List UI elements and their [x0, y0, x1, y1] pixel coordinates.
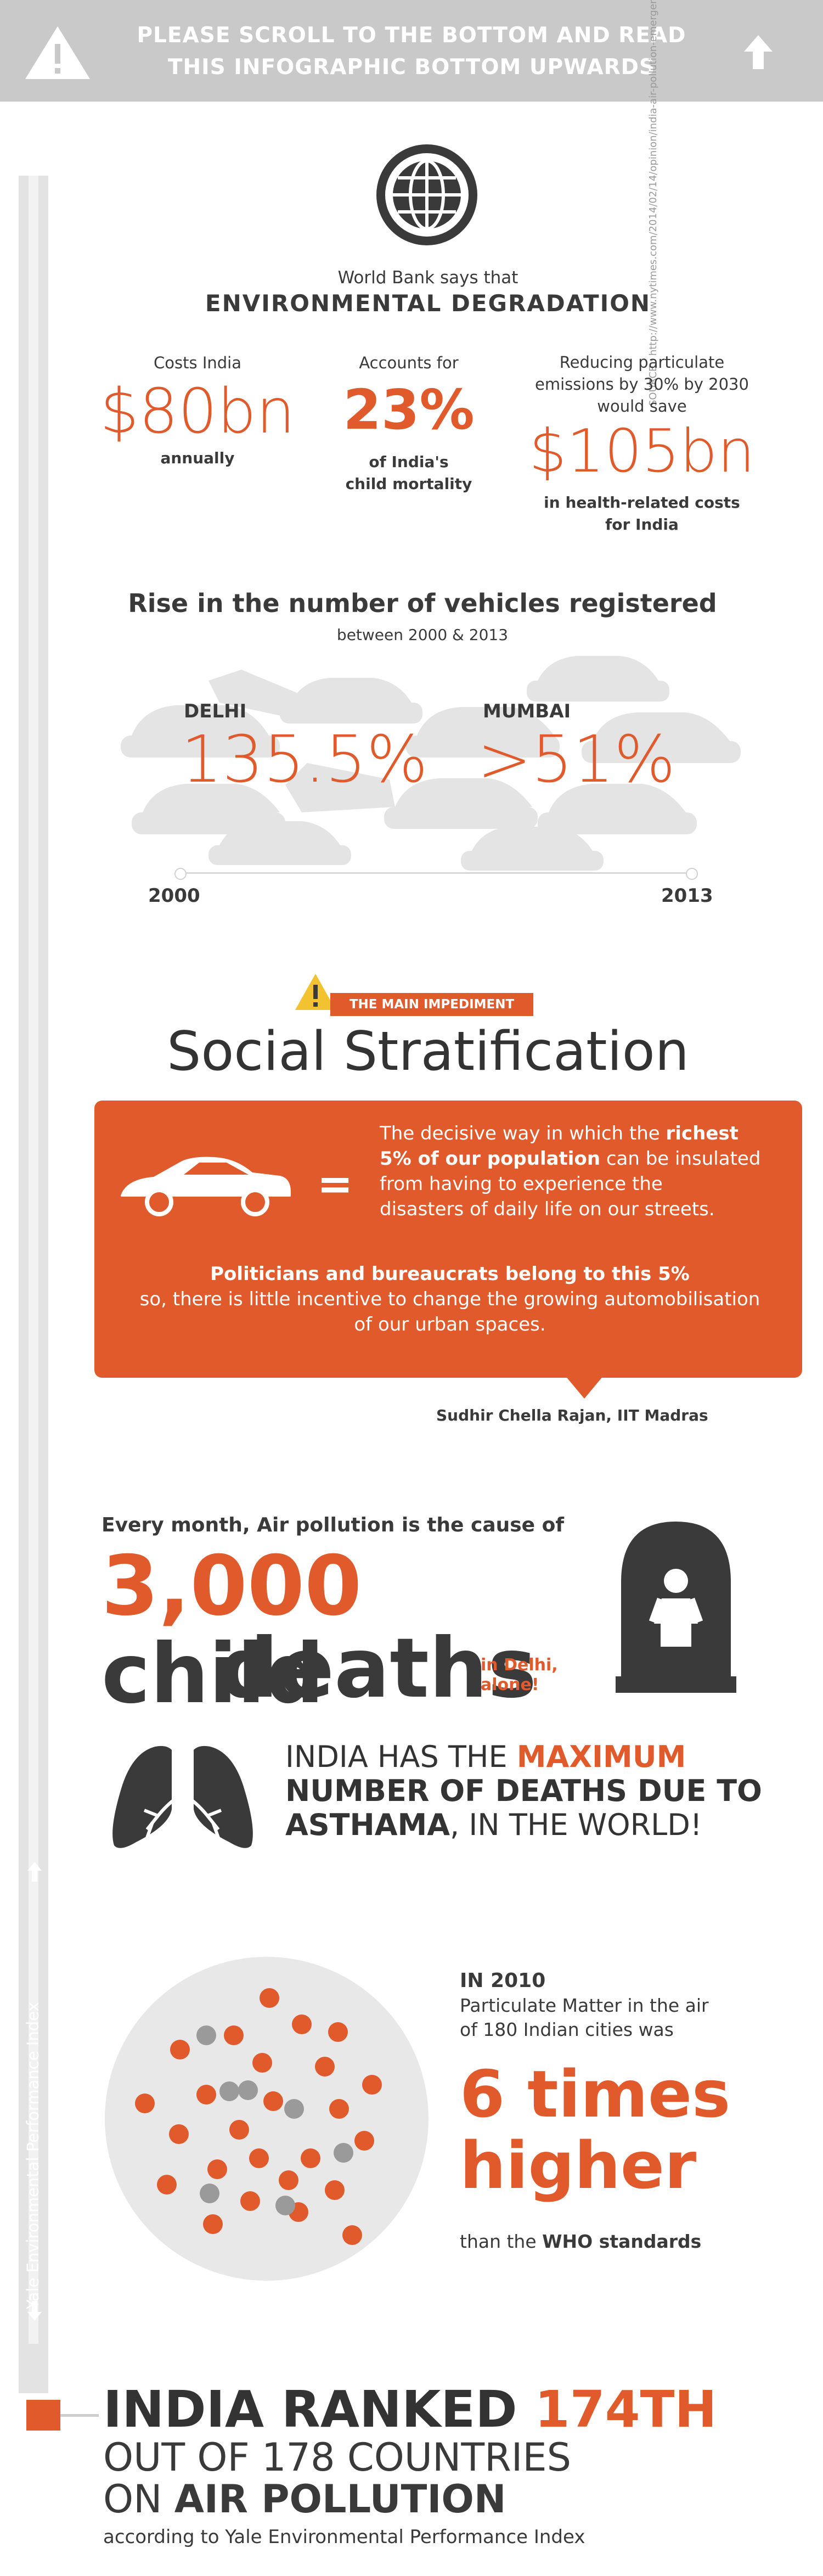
quote-attribution: Sudhir Chella Rajan, IIT Madras: [436, 1406, 708, 1424]
timeline-end-dot: [686, 868, 698, 880]
quote-pointer: [565, 1376, 604, 1399]
rail-marker-line: [60, 2414, 99, 2417]
particulate-circle: [105, 1957, 429, 2281]
stat3-label: Reducing particulate emissions by 30% by …: [535, 353, 749, 416]
stat2-value: 23%: [343, 378, 475, 442]
rail-marker: [26, 2400, 60, 2431]
lungs-icon: [112, 1739, 253, 1848]
worldbank-intro: World Bank says that: [337, 268, 518, 288]
stat3-value: $105bn: [529, 417, 755, 486]
rail-label: Yale Environmental Performance Index: [24, 2002, 42, 2309]
car-icon: [121, 1157, 291, 1216]
deaths-note: in Delhi, alone!: [481, 1655, 558, 1694]
stat2-label: Accounts for: [359, 353, 459, 372]
quote-text-2: Politicians and bureaucrats belong to th…: [139, 1263, 760, 1335]
year-start: 2000: [148, 885, 200, 907]
rank-line4: according to Yale Environmental Performa…: [103, 2526, 585, 2548]
timeline-line: [180, 872, 690, 874]
banner-text: PLEASE SCROLL TO THE BOTTOM AND READ THI…: [137, 23, 686, 80]
warning-small-icon: [295, 974, 336, 1010]
stat1-sub: annually: [160, 449, 235, 467]
worldbank-heading: ENVIRONMENTAL DEGRADATION: [205, 290, 651, 317]
rail-highlight: [29, 176, 38, 2344]
stat1-label: Costs India: [154, 353, 241, 372]
deaths-intro: Every month, Air pollution is the cause …: [102, 1514, 565, 1536]
stat1-value: $80bn: [100, 376, 295, 447]
quote-box: [94, 1101, 802, 1378]
asthma-text: INDIA HAS THE MAXIMUM NUMBER OF DEATHS D…: [285, 1739, 762, 1842]
arrow-up-icon[interactable]: [742, 33, 775, 71]
vehicles-sub: between 2000 & 2013: [336, 626, 509, 644]
city2-name: MUMBAI: [483, 700, 571, 722]
pm-desc: Particulate Matter in the air of 180 Indi…: [460, 1995, 709, 2040]
pm-tail: than the WHO standards: [460, 2231, 702, 2252]
car-cluster-illustration: [121, 656, 741, 871]
impediment-title: Social Stratification: [167, 1020, 689, 1083]
impediment-tag: THE MAIN IMPEDIMENT: [330, 993, 533, 1016]
deaths-line1: 3,000 child: [102, 1539, 362, 1722]
rank-line3: ON AIR POLLUTION: [103, 2477, 506, 2522]
year-end: 2013: [661, 885, 713, 907]
rank-line2: OUT OF 178 COUNTRIES: [103, 2435, 572, 2480]
equals-sign: =: [317, 1160, 353, 1209]
pm-year: IN 2010: [460, 1969, 546, 1992]
city1-name: DELHI: [184, 700, 247, 722]
rail-arrow-down-icon: [27, 2301, 42, 2321]
rank-line1: INDIA RANKED 174TH: [103, 2380, 717, 2439]
stat2-sub: of India's child mortality: [345, 453, 472, 493]
vehicles-heading: Rise in the number of vehicles registere…: [128, 588, 717, 618]
deaths-line2: deaths: [219, 1621, 537, 1716]
pm-big: 6 times higher: [460, 2056, 731, 2203]
warning-icon: [25, 26, 90, 79]
source-link[interactable]: SOURCE : http://www.nytimes.com/2014/02/…: [647, 0, 659, 406]
rail-arrow-up-icon: [27, 1862, 42, 1882]
quote-text: The decisive way in which the richest 5%…: [380, 1123, 761, 1220]
tombstone-child-icon: [616, 1522, 736, 1693]
top-banner: [0, 0, 823, 102]
city1-value: 135.5%: [181, 721, 428, 797]
globe-icon: [376, 144, 477, 245]
city2-value: >51%: [477, 721, 676, 797]
timeline-start-dot: [174, 868, 187, 880]
stat3-sub: in health-related costs for India: [544, 493, 740, 534]
